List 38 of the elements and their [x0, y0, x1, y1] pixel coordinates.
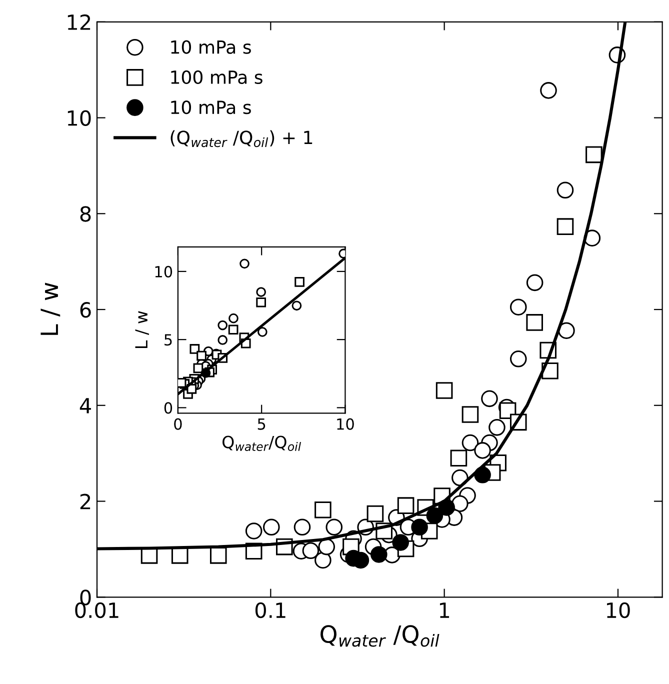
point	[228, 313, 238, 324]
point	[292, 300, 302, 311]
x-tick-label: 5	[258, 418, 266, 430]
x-tick-label: 10	[607, 602, 630, 618]
point	[178, 378, 186, 388]
point	[256, 297, 266, 308]
point	[190, 344, 200, 354]
x-axis-title: Q$_{water}$ /Q$_{oil}$	[320, 625, 440, 647]
legend-label: 10 mPa s	[171, 100, 251, 114]
point	[218, 335, 228, 345]
point	[196, 350, 206, 361]
y-tick-label: 2	[80, 494, 90, 510]
point	[294, 277, 304, 287]
y-tick-label: 6	[80, 302, 91, 318]
point	[228, 324, 238, 335]
point	[257, 327, 268, 337]
y-axis-title: L / w	[135, 311, 149, 348]
y-tick-label: 4	[80, 398, 91, 414]
y-tick-label: 0	[164, 402, 172, 414]
point	[240, 258, 250, 269]
y-tick-label: 8	[80, 206, 91, 222]
y-tick-label: 12	[68, 14, 90, 30]
y-tick-label: 5	[164, 334, 172, 346]
point	[186, 384, 197, 394]
legend-label: 100 mPa s	[171, 70, 262, 84]
legend-label: 10 mPa s	[171, 40, 251, 54]
x-axis-title: Q$_{water}$/Q$_{oil}$	[222, 436, 302, 451]
point	[218, 320, 228, 330]
x-tick-label: 0	[174, 418, 182, 430]
x-tick-label: 0.1	[255, 602, 286, 618]
y-tick-label: 10	[155, 266, 172, 278]
x-tick-label: 10	[337, 418, 354, 430]
y-axis-title: L / w	[40, 282, 60, 335]
point	[193, 363, 204, 374]
point	[256, 287, 266, 297]
y-tick-label: 10	[68, 110, 91, 126]
legend-label: (Q$_{water}$ /Q$_{oil}$) + 1	[170, 130, 312, 148]
x-tick-label: 1	[440, 602, 450, 618]
